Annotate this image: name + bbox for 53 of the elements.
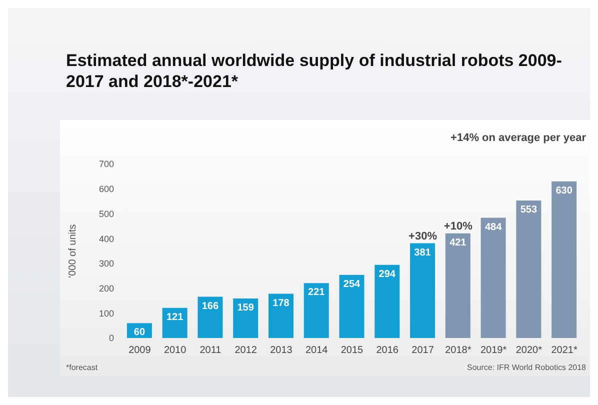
y-tick-label: 400 [98, 234, 114, 244]
y-tick-label: 300 [98, 258, 114, 269]
data-label: 484 [484, 222, 502, 233]
y-tick-label: 600 [98, 184, 114, 194]
bar [516, 200, 542, 338]
data-label: 178 [272, 298, 290, 309]
x-tick-label: 2015 [340, 345, 364, 356]
bar [233, 298, 258, 338]
y-tick-label: 700 [98, 159, 114, 170]
bar [268, 294, 294, 338]
bar [374, 264, 400, 338]
data-label: 166 [202, 300, 219, 312]
source-note: Source: IFR World Robotics 2018 [466, 363, 586, 372]
x-tick-label: 2013 [270, 345, 293, 356]
data-label: 254 [343, 278, 361, 290]
bar [304, 283, 329, 338]
x-tick-label: 2009 [128, 345, 152, 356]
chart-title: Estimated annual worldwide supply of industrial robots 2009-2017 and 2018*-2021* [66, 50, 563, 92]
text: *forecast [66, 363, 98, 372]
data-label: 553 [520, 204, 538, 216]
x-tick-label: 2020* [516, 345, 542, 356]
data-label: 60 [134, 327, 146, 338]
bar [480, 218, 506, 338]
bar [410, 243, 436, 338]
annotation: +30% [408, 230, 438, 242]
text: +14% on average per year [450, 132, 586, 144]
x-tick-label: 2014 [305, 345, 328, 356]
x-tick-label: 2010 [164, 345, 187, 356]
data-label: 421 [450, 237, 467, 248]
x-tick-label: 2011 [200, 345, 222, 356]
annotation: +10% [444, 220, 473, 232]
x-tick-label: 2016 [376, 345, 399, 356]
x-tick-label: 2012 [234, 345, 258, 356]
x-tick-label: 2018* [445, 345, 472, 356]
bar [162, 308, 188, 338]
bar [552, 181, 577, 338]
bar [339, 274, 364, 338]
data-label: 294 [378, 269, 396, 280]
x-tick-label: 2017 [412, 345, 434, 356]
data-label: 121 [166, 312, 184, 324]
data-label: 159 [237, 302, 254, 314]
bar [445, 233, 470, 338]
y-tick-label: 100 [98, 308, 114, 318]
data-label: 221 [308, 287, 326, 298]
y-tick-label: 500 [98, 208, 114, 219]
bar [198, 296, 223, 338]
x-tick-label: 2019* [480, 345, 507, 356]
y-tick-label: 0 [108, 333, 114, 344]
data-label: 381 [414, 247, 432, 258]
y-axis-title: '000 of units [68, 224, 79, 278]
y-tick-label: 200 [98, 283, 114, 294]
x-tick-label: 2021* [551, 345, 578, 356]
data-label: 630 [556, 186, 573, 196]
